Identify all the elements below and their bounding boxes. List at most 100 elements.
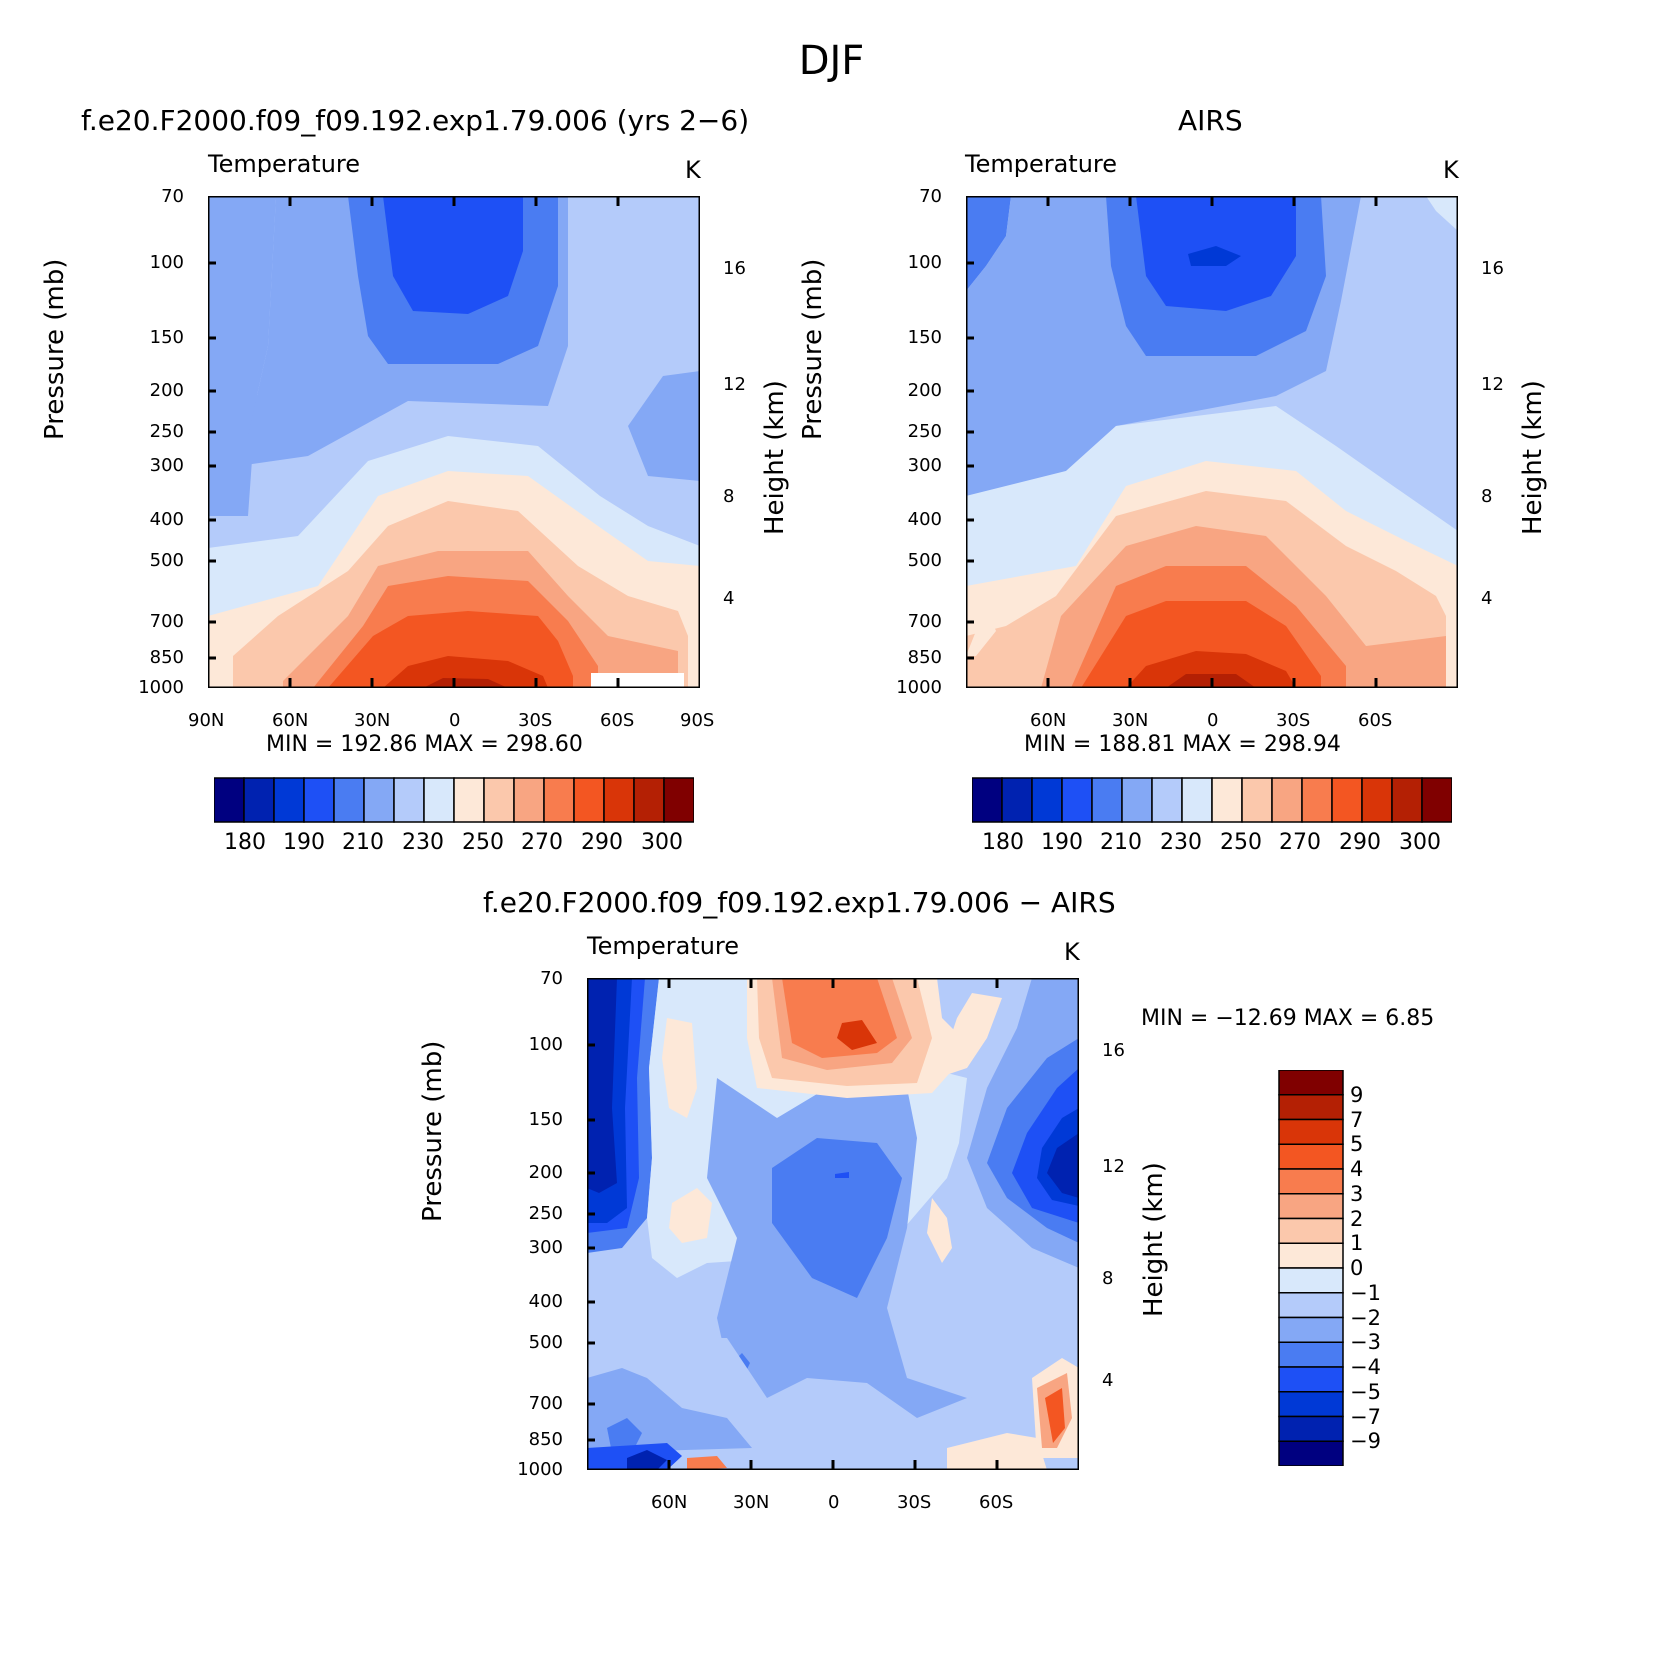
cbar3-label: −1: [1350, 1281, 1381, 1305]
p2-y2tick: 12: [1481, 374, 1504, 395]
cbar3-label: 7: [1350, 1108, 1364, 1132]
cbar3-label: −2: [1350, 1306, 1381, 1330]
cbar1-label: 210: [342, 830, 384, 855]
p2-xtick: 60S: [1358, 710, 1393, 731]
p3-ytick: 300: [528, 1237, 563, 1258]
colorbar-box: [633, 777, 665, 823]
colorbar-box: [543, 777, 575, 823]
cbar2-label: 250: [1220, 830, 1262, 855]
p2-y2tick: 8: [1481, 486, 1493, 507]
p3-y2tick: 16: [1102, 1040, 1125, 1061]
p1-xtick: 0: [449, 710, 461, 731]
colorbar-box: [1278, 1094, 1344, 1121]
p3-ytick: 500: [528, 1332, 563, 1353]
panel-model-subtitle: Temperature: [208, 150, 361, 178]
colorbar-box: [1278, 1217, 1344, 1244]
p1-ytick: 500: [149, 550, 184, 571]
colorbar-box: [1301, 777, 1333, 823]
colorbar-box: [1061, 777, 1093, 823]
p1-ytick: 1000: [138, 677, 184, 698]
colorbar-box: [1421, 777, 1452, 823]
p2-xtick: 0: [1207, 710, 1219, 731]
colorbar-box: [513, 777, 545, 823]
colorbar-box: [1278, 1143, 1344, 1170]
colorbar-box: [1121, 777, 1153, 823]
p1-y2tick: 4: [723, 588, 735, 609]
colorbar-box: [972, 777, 1003, 823]
figure-title: DJF: [798, 38, 865, 84]
p3-xtick: 30N: [733, 1492, 770, 1513]
p1-ytick: 850: [149, 647, 184, 668]
cbar1-label: 300: [641, 830, 683, 855]
cbar3-label: −9: [1350, 1429, 1381, 1453]
panel-airs-subtitle: Temperature: [965, 150, 1118, 178]
p1-ytick: 200: [149, 380, 184, 401]
p3-ytick: 700: [528, 1393, 563, 1414]
p1-xtick: 60N: [272, 710, 309, 731]
p1-xtick: 90N: [188, 710, 225, 731]
p1-y2tick: 16: [723, 258, 746, 279]
colorbar-box: [214, 777, 245, 823]
colorbar-box: [1278, 1341, 1344, 1368]
colorbar-box: [1241, 777, 1273, 823]
colorbar-box: [1001, 777, 1033, 823]
colorbar-box: [1278, 1193, 1344, 1220]
p3-ytick: 1000: [517, 1459, 563, 1480]
cbar2-label: 210: [1100, 830, 1142, 855]
colorbar-box: [603, 777, 635, 823]
colorbar-box: [1331, 777, 1363, 823]
cbar2-label: 270: [1279, 830, 1321, 855]
p3-y2tick: 4: [1102, 1370, 1114, 1391]
colorbar-box: [573, 777, 605, 823]
p3-y2tick: 8: [1102, 1268, 1114, 1289]
p2-xtick: 30N: [1112, 710, 1149, 731]
colorbar-box: [423, 777, 455, 823]
colorbar-box: [1181, 777, 1213, 823]
p2-ytick: 400: [907, 509, 942, 530]
colorbar-box: [1278, 1316, 1344, 1343]
colorbar-box: [1278, 1070, 1344, 1096]
p3-ytick: 200: [528, 1162, 563, 1183]
p2-ytick: 200: [907, 380, 942, 401]
cbar3-label: 4: [1350, 1157, 1364, 1181]
colorbar-box: [1278, 1391, 1344, 1418]
panel-model-units: K: [685, 156, 701, 184]
cbar1-label: 230: [402, 830, 444, 855]
colorbar-box: [453, 777, 485, 823]
colorbar-box: [1278, 1267, 1344, 1294]
panel-diff-minmax: MIN = −12.69 MAX = 6.85: [1141, 1006, 1435, 1031]
p2-y2tick: 4: [1481, 588, 1493, 609]
colorbar-box: [1211, 777, 1243, 823]
colorbar-box: [1278, 1415, 1344, 1442]
panel-model-plot: [208, 196, 700, 688]
cbar3-label: −3: [1350, 1330, 1381, 1354]
colorbar-box: [273, 777, 305, 823]
colorbar-box: [1151, 777, 1183, 823]
colorbar-box: [243, 777, 275, 823]
p1-y2tick: 8: [723, 486, 735, 507]
p1-xtick: 30S: [518, 710, 553, 731]
panel-model-minmax: MIN = 192.86 MAX = 298.60: [266, 732, 583, 757]
cbar3-label: 3: [1350, 1182, 1364, 1206]
p1-ytick: 400: [149, 509, 184, 530]
colorbar-box: [1278, 1292, 1344, 1319]
cbar2-label: 180: [982, 830, 1024, 855]
cbar3-label: 5: [1350, 1132, 1364, 1156]
colorbar-box: [1278, 1168, 1344, 1195]
p1-ytick: 70: [161, 186, 184, 207]
p2-ytick: 150: [907, 327, 942, 348]
panel-airs-title: AIRS: [1178, 104, 1243, 137]
panel-airs-y-title: Pressure (mb): [798, 258, 828, 440]
panel-model-y2-title: Height (km): [760, 380, 790, 535]
p3-ytick: 400: [528, 1291, 563, 1312]
p3-ytick: 150: [528, 1109, 563, 1130]
cbar2-label: 190: [1041, 830, 1083, 855]
colorbar-box: [483, 777, 515, 823]
colorbar-box: [1278, 1242, 1344, 1269]
colorbar-box: [1031, 777, 1063, 823]
cbar3-label: −5: [1350, 1380, 1381, 1404]
p1-xtick: 90S: [680, 710, 715, 731]
p2-ytick: 1000: [896, 677, 942, 698]
panel-airs-y2-title: Height (km): [1518, 380, 1548, 535]
colorbar-box: [333, 777, 365, 823]
